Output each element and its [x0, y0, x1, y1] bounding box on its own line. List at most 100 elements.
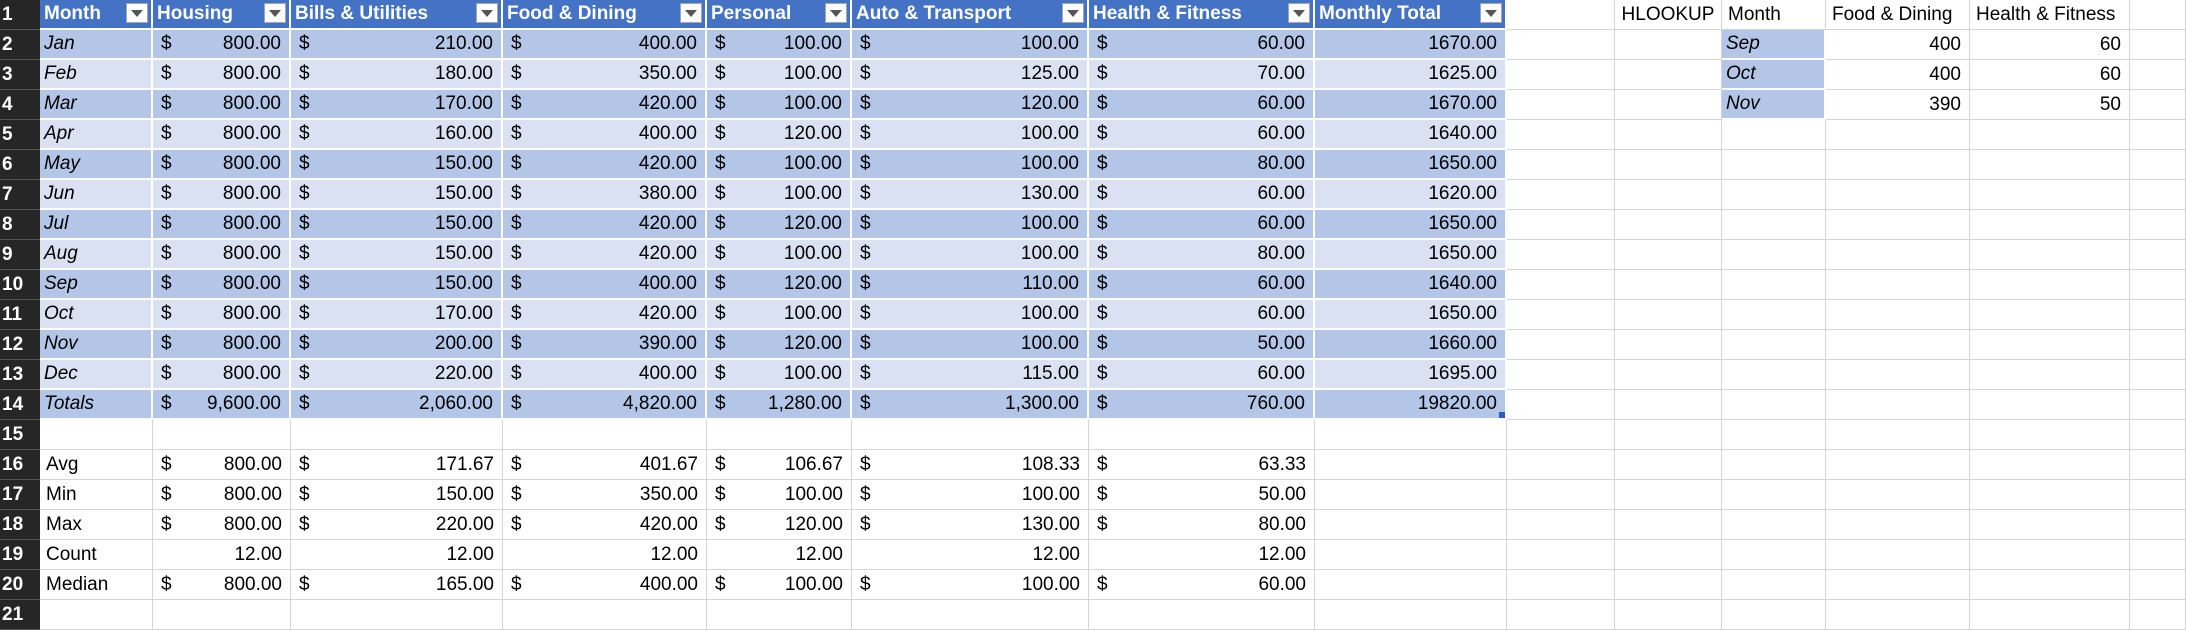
- grid-cell[interactable]: [1970, 540, 2130, 570]
- grid-cell[interactable]: [1615, 330, 1722, 360]
- grid-cell[interactable]: [1507, 30, 1615, 60]
- grid-cell[interactable]: [1615, 360, 1722, 390]
- grid-cell[interactable]: [1615, 600, 1722, 630]
- grid-cell[interactable]: [2130, 450, 2186, 480]
- row-header[interactable]: 12: [0, 330, 40, 360]
- filter-dropdown-button[interactable]: [264, 3, 286, 23]
- stat-value-cell[interactable]: $100.00: [852, 570, 1089, 600]
- grid-cell[interactable]: [1315, 450, 1507, 480]
- grid-cell[interactable]: [1615, 150, 1722, 180]
- monthly-total-cell[interactable]: 1620.00: [1315, 180, 1507, 210]
- grid-cell[interactable]: [1315, 570, 1507, 600]
- lookup-food-cell[interactable]: 400: [1826, 60, 1970, 90]
- grid-cell[interactable]: [1826, 510, 1970, 540]
- grid-cell[interactable]: [1507, 390, 1615, 420]
- grid-cell[interactable]: [2130, 210, 2186, 240]
- monthly-total-cell[interactable]: 1650.00: [1315, 150, 1507, 180]
- grid-cell[interactable]: [40, 420, 153, 450]
- grid-cell[interactable]: [1507, 180, 1615, 210]
- filter-dropdown-button[interactable]: [825, 3, 847, 23]
- stat-label[interactable]: Avg: [40, 450, 153, 480]
- grid-cell[interactable]: [2130, 60, 2186, 90]
- grid-cell[interactable]: [503, 600, 707, 630]
- stat-value-cell[interactable]: $171.67: [291, 450, 503, 480]
- amount-cell[interactable]: $170.00: [291, 300, 503, 330]
- grid-cell[interactable]: [2130, 120, 2186, 150]
- amount-cell[interactable]: $80.00: [1089, 150, 1315, 180]
- grid-cell[interactable]: [1315, 510, 1507, 540]
- grid-cell[interactable]: [1507, 120, 1615, 150]
- grid-cell[interactable]: [1615, 390, 1722, 420]
- lookup-header[interactable]: Health & Fitness: [1970, 0, 2130, 30]
- grid-cell[interactable]: [1507, 510, 1615, 540]
- row-header[interactable]: 3: [0, 60, 40, 90]
- grid-cell[interactable]: [1722, 270, 1826, 300]
- grid-cell[interactable]: [1722, 120, 1826, 150]
- grid-cell[interactable]: [1826, 180, 1970, 210]
- hlookup-label[interactable]: HLOOKUP: [1615, 0, 1722, 30]
- amount-cell[interactable]: $800.00: [153, 60, 291, 90]
- filter-dropdown-button[interactable]: [476, 3, 498, 23]
- stat-value-cell[interactable]: $800.00: [153, 450, 291, 480]
- grid-cell[interactable]: [1722, 570, 1826, 600]
- grid-cell[interactable]: [291, 600, 503, 630]
- filter-dropdown-button[interactable]: [1062, 3, 1084, 23]
- amount-cell[interactable]: $100.00: [707, 300, 852, 330]
- monthly-total-cell[interactable]: 1660.00: [1315, 330, 1507, 360]
- grid-cell[interactable]: [1615, 60, 1722, 90]
- monthly-total-cell[interactable]: 1650.00: [1315, 240, 1507, 270]
- monthly-total-cell[interactable]: 1625.00: [1315, 60, 1507, 90]
- amount-cell[interactable]: $100.00: [707, 150, 852, 180]
- row-header[interactable]: 15: [0, 420, 40, 450]
- amount-cell[interactable]: $420.00: [503, 300, 707, 330]
- amount-cell[interactable]: $80.00: [1089, 240, 1315, 270]
- stat-value-cell[interactable]: 12.00: [707, 540, 852, 570]
- grid-cell[interactable]: [1507, 90, 1615, 120]
- row-header[interactable]: 8: [0, 210, 40, 240]
- grid-cell[interactable]: [1970, 420, 2130, 450]
- stat-value-cell[interactable]: $220.00: [291, 510, 503, 540]
- lookup-health-cell[interactable]: 60: [1970, 30, 2130, 60]
- stat-value-cell[interactable]: $150.00: [291, 480, 503, 510]
- month-cell[interactable]: May: [40, 150, 153, 180]
- row-header[interactable]: 17: [0, 480, 40, 510]
- grid-cell[interactable]: [1615, 240, 1722, 270]
- stat-value-cell[interactable]: $130.00: [852, 510, 1089, 540]
- lookup-health-cell[interactable]: 50: [1970, 90, 2130, 120]
- stat-value-cell[interactable]: $50.00: [1089, 480, 1315, 510]
- month-cell[interactable]: Jun: [40, 180, 153, 210]
- grid-cell[interactable]: [2130, 600, 2186, 630]
- grid-cell[interactable]: [2130, 510, 2186, 540]
- month-cell[interactable]: Aug: [40, 240, 153, 270]
- amount-cell[interactable]: $400.00: [503, 120, 707, 150]
- grid-cell[interactable]: [1826, 300, 1970, 330]
- grid-cell[interactable]: [1315, 540, 1507, 570]
- grid-cell[interactable]: [707, 600, 852, 630]
- grid-cell[interactable]: [852, 420, 1089, 450]
- filter-dropdown-button[interactable]: [680, 3, 702, 23]
- grid-cell[interactable]: [1722, 480, 1826, 510]
- lookup-header[interactable]: Food & Dining: [1826, 0, 1970, 30]
- grid-cell[interactable]: [1507, 420, 1615, 450]
- grid-cell[interactable]: [1826, 420, 1970, 450]
- amount-cell[interactable]: $120.00: [852, 90, 1089, 120]
- totals-label[interactable]: Totals: [40, 390, 153, 420]
- amount-cell[interactable]: $60.00: [1089, 90, 1315, 120]
- grid-cell[interactable]: [1315, 480, 1507, 510]
- grid-cell[interactable]: [1826, 390, 1970, 420]
- grid-cell[interactable]: [1615, 120, 1722, 150]
- total-amount-cell[interactable]: $760.00: [1089, 390, 1315, 420]
- amount-cell[interactable]: $100.00: [707, 90, 852, 120]
- grid-cell[interactable]: [1970, 390, 2130, 420]
- grid-cell[interactable]: [1507, 270, 1615, 300]
- grid-cell[interactable]: [2130, 0, 2186, 30]
- monthly-total-cell[interactable]: 1695.00: [1315, 360, 1507, 390]
- month-cell[interactable]: Apr: [40, 120, 153, 150]
- stat-value-cell[interactable]: $800.00: [153, 570, 291, 600]
- amount-cell[interactable]: $800.00: [153, 270, 291, 300]
- grid-cell[interactable]: [1315, 420, 1507, 450]
- grid-cell[interactable]: [1722, 540, 1826, 570]
- stat-value-cell[interactable]: $100.00: [707, 480, 852, 510]
- fill-handle[interactable]: [1499, 412, 1505, 418]
- grid-cell[interactable]: [1826, 210, 1970, 240]
